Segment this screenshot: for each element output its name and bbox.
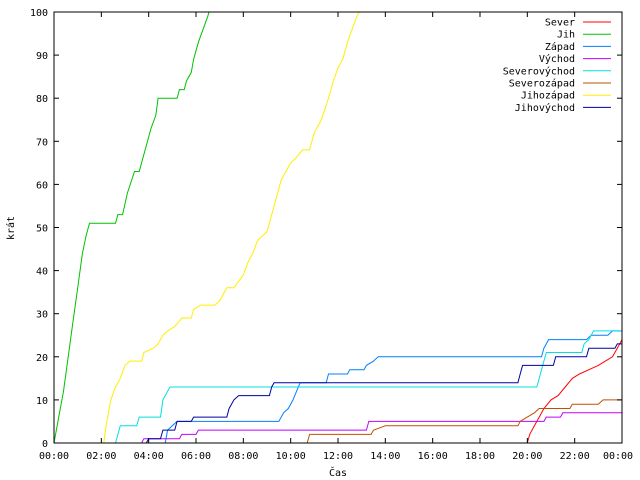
x-axis-ticks: 00:00 02:00 04:00 06:00 08:00 10:00 12:00 14:00… — [39, 12, 633, 462]
series-line-sever — [54, 339, 623, 444]
x-tick-label: 00:00 — [603, 451, 633, 462]
y-tick-label: 10 — [36, 396, 48, 407]
y-tick-label: 40 — [36, 267, 48, 278]
legend-label-sever: Sever — [545, 18, 575, 29]
x-tick-label: 20:00 — [512, 451, 542, 462]
x-tick-label: 10:00 — [276, 451, 306, 462]
y-tick-label: 0 — [42, 439, 48, 450]
legend-label-jihozapad: Jihozápad — [521, 90, 575, 102]
series-layer — [53, 11, 623, 444]
x-tick-label: 08:00 — [228, 451, 258, 462]
y-tick-label: 30 — [36, 310, 48, 321]
y-axis-ticks: 0 10 20 30 40 50 60 70 80 90 100 — [30, 8, 622, 450]
x-tick-label: 16:00 — [418, 451, 448, 462]
series-line-jihozapad — [54, 11, 360, 444]
series-line-jihovychod — [54, 343, 622, 444]
y-tick-label: 70 — [36, 137, 48, 148]
legend-label-jih: Jih — [557, 30, 575, 41]
legend-label-zapad: Západ — [545, 41, 575, 53]
series-line-jih — [53, 11, 210, 444]
series-line-zapad — [54, 330, 622, 444]
legend-label-severovychod: Severovýchod — [503, 65, 575, 77]
y-axis-label: krát — [5, 216, 17, 240]
x-tick-label: 22:00 — [560, 451, 590, 462]
y-tick-label: 50 — [36, 224, 48, 235]
x-tick-label: 18:00 — [465, 451, 495, 462]
y-tick-label: 100 — [30, 8, 48, 19]
legend: SeverJihZápadVýchodSeverovýchodSeverozáp… — [503, 18, 611, 114]
series-line-severozapad — [54, 399, 622, 444]
y-tick-label: 20 — [36, 353, 48, 364]
x-tick-label: 00:00 — [39, 451, 69, 462]
x-axis-label: Čas — [329, 466, 347, 479]
y-tick-label: 60 — [36, 180, 48, 191]
x-tick-label: 04:00 — [134, 451, 164, 462]
y-tick-label: 80 — [36, 94, 48, 105]
x-tick-label: 14:00 — [370, 451, 400, 462]
legend-label-jihovychod: Jihovýchod — [515, 102, 575, 114]
legend-label-severozapad: Severozápad — [509, 78, 575, 90]
x-tick-label: 02:00 — [86, 451, 116, 462]
legend-label-vychod: Východ — [539, 53, 575, 65]
y-tick-label: 90 — [36, 51, 48, 62]
x-tick-label: 06:00 — [181, 451, 211, 462]
series-line-severovychod — [54, 330, 622, 444]
x-tick-label: 12:00 — [323, 451, 353, 462]
